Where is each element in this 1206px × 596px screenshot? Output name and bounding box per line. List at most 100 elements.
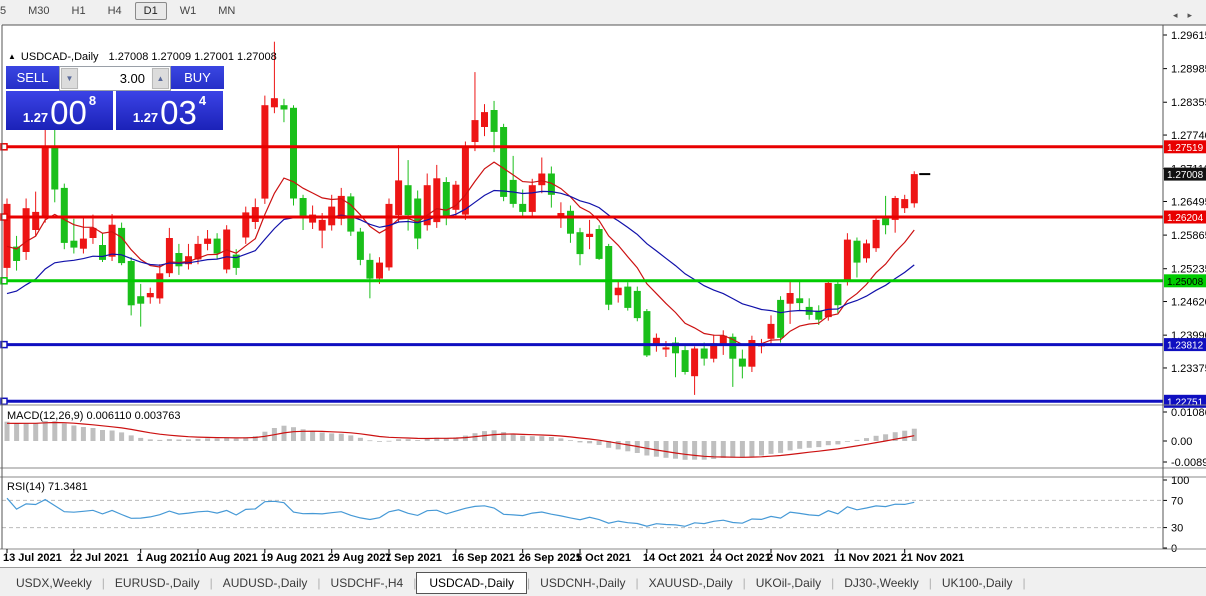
svg-text:0.00: 0.00 (1171, 436, 1192, 448)
tab-separator: | (1022, 575, 1026, 590)
chart-title: ▲ USDCAD-,Daily 1.27008 1.27009 1.27001 1.… (8, 51, 277, 63)
timeframe-button-5[interactable]: 5 (0, 5, 7, 17)
svg-text:30: 30 (1171, 523, 1183, 535)
buy-price-small: 1.27 (132, 110, 159, 125)
hline-1.22751[interactable] (0, 397, 1163, 406)
symbol-tab-audusd-daily[interactable]: AUDUSD-,Daily (222, 575, 308, 590)
hline-handle[interactable] (0, 277, 8, 285)
symbol-tab-xauusd-daily[interactable]: XAUUSD-,Daily (648, 575, 733, 590)
timeframe-button-m30[interactable]: M30 (28, 5, 50, 17)
date-axis: 13 Jul 2021 22 Jul 2021 1 Aug 2021 10 Aug 2… (0, 548, 1206, 564)
svg-text:70: 70 (1171, 495, 1183, 507)
svg-text:1.25008: 1.25008 (1167, 277, 1204, 288)
svg-text:1.27008: 1.27008 (1167, 170, 1204, 181)
tab-separator: | (527, 575, 531, 590)
macd-signal-line (6, 421, 915, 458)
volume-spinner: ▼ ▲ (59, 66, 171, 91)
hline-1.26204[interactable] (0, 213, 1163, 221)
tab-separator: | (928, 575, 932, 590)
sell-price-sup: 8 (88, 93, 97, 108)
hline-handle[interactable] (0, 397, 8, 406)
symbol-tab-uk100-daily[interactable]: UK100-,Daily (941, 575, 1013, 590)
svg-text:10 Aug 2021: 10 Aug 2021 (194, 552, 258, 564)
axis-badge-1.25008: 1.25008 (1164, 274, 1206, 288)
buy-price-display[interactable]: 1.27 03 4 (116, 91, 223, 130)
tab-separator: | (101, 575, 105, 590)
svg-text:13 Jul 2021: 13 Jul 2021 (3, 552, 62, 564)
svg-text:16 Sep 2021: 16 Sep 2021 (452, 552, 515, 564)
volume-decrease-button[interactable]: ▼ (61, 68, 78, 89)
symbol-tab-ukoil-daily[interactable]: UKOil-,Daily (755, 575, 822, 590)
svg-text:21 Nov 2021: 21 Nov 2021 (901, 552, 965, 564)
chart-area[interactable]: 1.296151.289851.283551.277401.271101.264… (0, 22, 1206, 567)
timeframe-button-h1[interactable]: H1 (71, 5, 86, 17)
axis-badge-1.27519: 1.27519 (1164, 140, 1206, 154)
chart-collapse-icon[interactable]: ▲ (8, 52, 16, 61)
svg-text:24 Oct 2021: 24 Oct 2021 (710, 552, 771, 564)
svg-text:1.23812: 1.23812 (1167, 341, 1204, 352)
timeframe-button-d1[interactable]: D1 (134, 2, 167, 20)
svg-text:1.25865: 1.25865 (1171, 230, 1206, 242)
tab-separator: | (317, 575, 321, 590)
svg-text:29 Aug 2021: 29 Aug 2021 (328, 552, 392, 564)
svg-text:0.010869: 0.010869 (1171, 407, 1206, 419)
timeframe-button-w1[interactable]: W1 (179, 5, 197, 17)
buy-price-sup: 4 (198, 93, 207, 108)
timeframe-button-mn[interactable]: MN (218, 5, 236, 17)
candles-layer (3, 41, 918, 395)
macd-label: MACD(12,26,9) 0.006110 0.003763 (7, 410, 180, 422)
symbol-tab-usdcnh-daily[interactable]: USDCNH-,Daily (540, 575, 626, 590)
timeframe-toolbar: 5 M30 H1 H4 D1 W1 MN (0, 0, 1206, 23)
tab-separator: | (831, 575, 835, 590)
svg-text:100: 100 (1171, 475, 1189, 487)
svg-text:7 Sep 2021: 7 Sep 2021 (385, 552, 442, 564)
chart-ohlc-values: 1.27008 1.27009 1.27001 1.27008 (108, 51, 277, 63)
svg-text:1.29615: 1.29615 (1171, 30, 1206, 42)
symbol-tab-usdx-weekly[interactable]: USDX,Weekly (16, 575, 92, 590)
hline-handle[interactable] (0, 143, 8, 151)
symbol-tab-usdchf-h4[interactable]: USDCHF-,H4 (330, 575, 404, 590)
sell-price-display[interactable]: 1.27 00 8 (6, 91, 113, 130)
rsi-line (6, 497, 915, 527)
svg-text:1.25235: 1.25235 (1171, 264, 1206, 276)
svg-text:26 Sep 2021: 26 Sep 2021 (519, 552, 582, 564)
tab-separator: | (413, 575, 417, 590)
hline-handle[interactable] (0, 340, 8, 349)
sell-button[interactable]: SELL (6, 66, 59, 91)
svg-text:1.28985: 1.28985 (1171, 64, 1206, 76)
symbol-tab-dj30-weekly[interactable]: DJ30-,Weekly (844, 575, 919, 590)
sell-price-small: 1.27 (22, 110, 49, 125)
svg-text:1 Aug 2021: 1 Aug 2021 (137, 552, 195, 564)
tab-separator: | (742, 575, 746, 590)
hline-1.27519[interactable] (0, 143, 1163, 151)
chart-symbol-label: USDCAD-,Daily (20, 51, 99, 63)
chart-canvas[interactable]: 1.296151.289851.283551.277401.271101.264… (0, 22, 1206, 572)
svg-text:19 Aug 2021: 19 Aug 2021 (261, 552, 325, 564)
svg-text:5 Oct 2021: 5 Oct 2021 (576, 552, 631, 564)
symbol-tab-eurusd-daily[interactable]: EURUSD-,Daily (114, 575, 200, 590)
symbol-tab-usdcad-daily[interactable]: USDCAD-,Daily (416, 571, 528, 594)
svg-text:1.27740: 1.27740 (1171, 130, 1206, 142)
hline-handle[interactable] (0, 213, 8, 221)
hline-1.25008[interactable] (0, 277, 1163, 285)
tab-scroll-arrows[interactable]: ◂▸ (1173, 10, 1202, 21)
volume-input[interactable] (79, 67, 151, 90)
ma-slow-line (6, 189, 915, 314)
hline-1.23812[interactable] (0, 340, 1163, 349)
svg-text:1.26495: 1.26495 (1171, 197, 1206, 209)
tab-separator: | (635, 575, 639, 590)
svg-text:1.27519: 1.27519 (1167, 143, 1204, 154)
svg-text:1.28355: 1.28355 (1171, 97, 1206, 109)
tab-scroll-left-icon[interactable]: ◂ (1172, 10, 1188, 20)
svg-text:1.22751: 1.22751 (1167, 397, 1204, 408)
macd-panel: MACD(12,26,9) 0.006110 0.003763 0.010869 0… (0, 404, 1206, 469)
svg-text:1.24620: 1.24620 (1171, 297, 1206, 309)
axis-badge-1.27008: 1.27008 (1164, 167, 1206, 181)
volume-increase-button[interactable]: ▲ (152, 68, 169, 89)
tab-scroll-right-icon[interactable]: ▸ (1187, 10, 1202, 20)
timeframe-button-h4[interactable]: H4 (107, 5, 122, 17)
buy-button[interactable]: BUY (171, 66, 224, 91)
